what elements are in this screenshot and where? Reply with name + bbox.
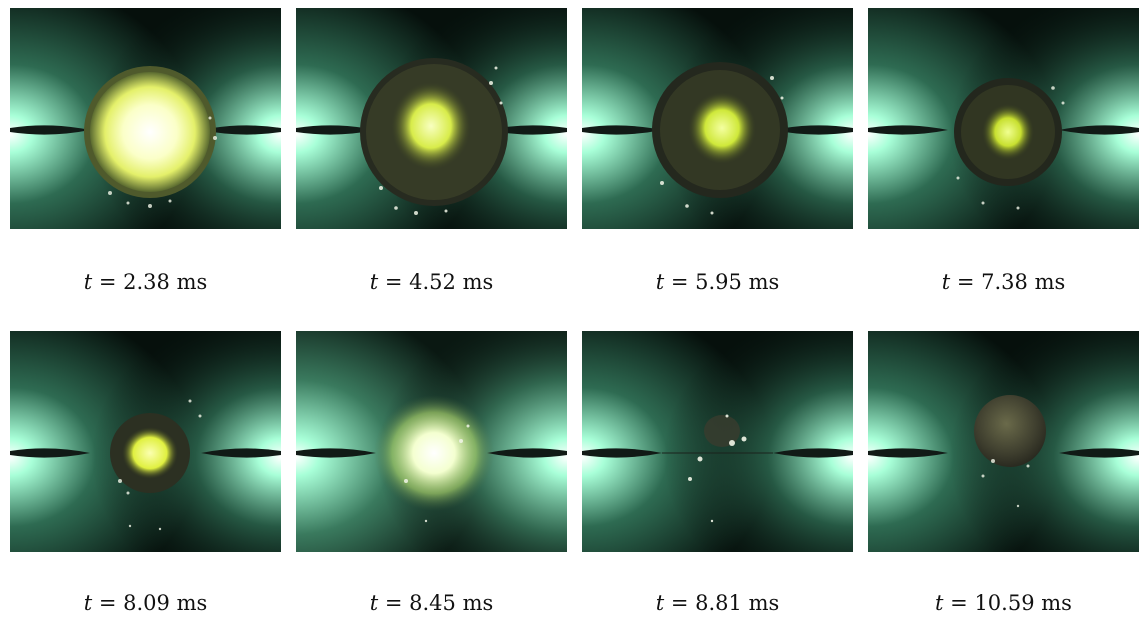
frame-3-image	[582, 8, 853, 229]
frame-2-caption: t = 4.52 ms	[369, 270, 494, 294]
frame-1-caption: t = 2.38 ms	[83, 270, 208, 294]
frame-5-caption: t = 8.09 ms	[83, 591, 208, 615]
frame-4-caption: t = 7.38 ms	[941, 270, 1066, 294]
frame-2-image	[296, 8, 567, 229]
frame-3-caption: t = 5.95 ms	[655, 270, 780, 294]
frame-7-image	[582, 331, 853, 552]
frame-1-image	[10, 8, 281, 229]
frame-4-image	[868, 8, 1139, 229]
frame-7-caption: t = 8.81 ms	[655, 591, 780, 615]
frame-5-image	[10, 331, 281, 552]
frame-8-caption: t = 10.59 ms	[935, 591, 1072, 615]
frame-8-image	[868, 331, 1139, 552]
frame-6-image	[296, 331, 567, 552]
frame-6-caption: t = 8.45 ms	[369, 591, 494, 615]
